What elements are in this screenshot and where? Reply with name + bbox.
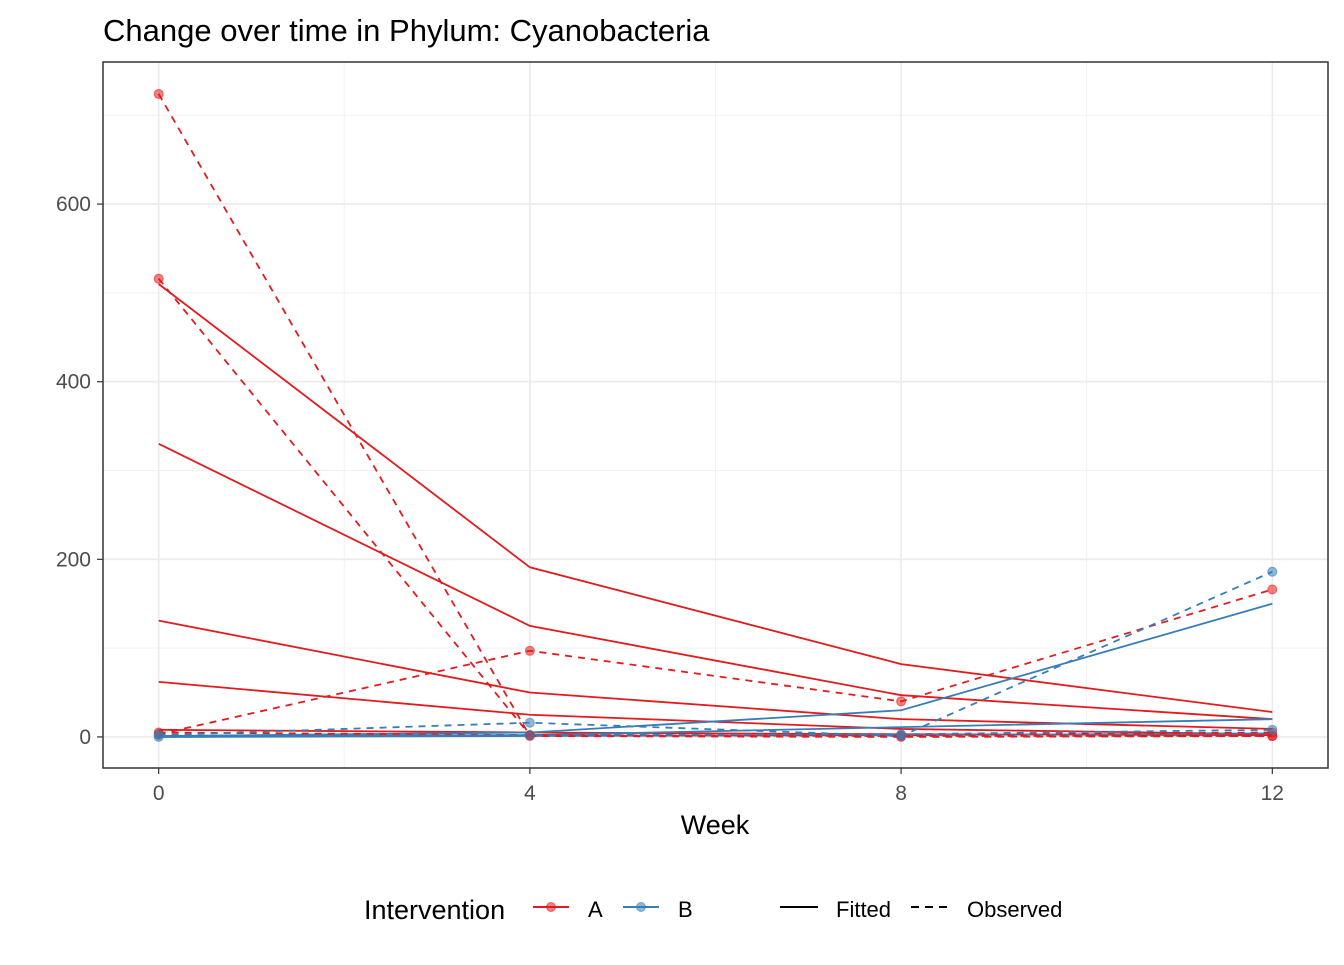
data-point-b [1267,566,1278,577]
x-axis-label: Week [681,810,750,840]
data-point-b [1267,724,1278,735]
x-tick-label: 4 [524,782,536,805]
y-tick-label: 0 [79,726,91,749]
legend-label-a: A [588,897,603,922]
y-tick-label: 400 [56,371,91,394]
legend-title: Intervention [364,895,505,925]
legend-key-a-point [546,902,556,912]
legend-key-b-point [636,902,646,912]
series-lines [157,93,1273,738]
grid [103,62,1328,768]
data-point-a [896,696,907,707]
x-tick-label: 8 [895,782,907,805]
data-point-b [524,730,535,741]
legend-label-observed: Observed [967,897,1062,922]
legend-label-b: B [678,897,693,922]
x-tick-label: 12 [1261,782,1284,805]
data-point-b [153,731,164,742]
data-points [153,88,1278,742]
y-tick-label: 600 [56,193,91,216]
series-line-b-observed [158,570,1273,737]
legend: Intervention A B Fitted Observed [364,895,1062,925]
series-line-a-observed [157,278,1273,737]
chart-title: Change over time in Phylum: Cyanobacteri… [103,13,710,48]
series-line-a-observed [158,731,1273,737]
y-tick-label: 200 [56,548,91,571]
x-tick-label: 0 [153,782,165,805]
data-point-a [153,88,164,99]
data-point-a [524,645,535,656]
data-point-b [524,717,535,728]
axes: 0 4 8 12 0 200 400 600 [56,193,1284,805]
series-line-b-observed [158,728,1273,738]
data-point-a [1267,584,1278,595]
data-point-b [896,729,907,740]
data-point-a [153,273,164,284]
legend-label-fitted: Fitted [836,897,891,922]
series-line-a-fitted [158,443,1273,721]
series-line-a-fitted [158,283,1273,713]
plot-panel-border [102,61,1329,769]
